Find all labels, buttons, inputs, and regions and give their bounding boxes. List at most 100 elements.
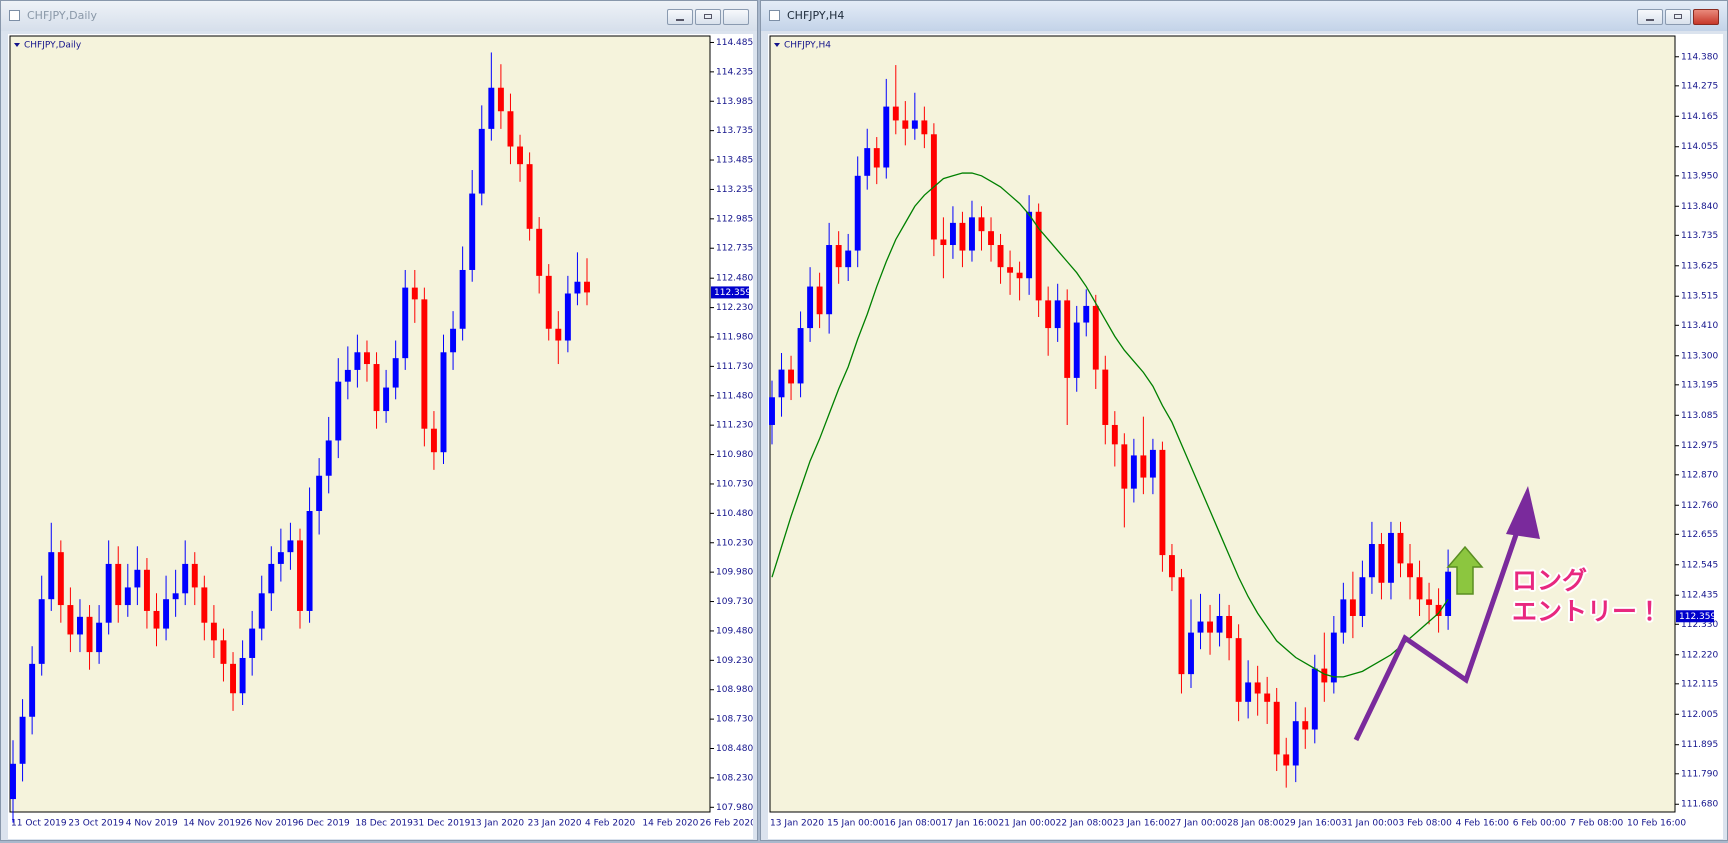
window: CHFJPY,Daily CHFJPY,Daily 114.485 114.235… [0,0,758,841]
candle-body [1188,632,1194,675]
x-tick-label: 27 Jan 00:00 [1170,819,1227,829]
candle-body [507,111,514,147]
candle-body [450,328,457,353]
maximize-button[interactable] [1665,9,1691,25]
plot-area [9,35,711,813]
candle-body [172,593,179,600]
candle-body [574,281,581,294]
minimize-button[interactable] [1637,9,1663,25]
candle-body [969,217,975,251]
y-tick-label: 112.870 [1681,470,1718,480]
candle-body [344,369,351,382]
candle-body [1359,577,1366,616]
candle-body [1254,682,1261,694]
candle-body [1083,305,1090,323]
candle-body [469,193,476,270]
candle-body [1426,599,1433,605]
x-tick-label: 3 Feb 08:00 [1398,819,1452,829]
y-tick-label: 114.485 [716,38,753,48]
x-tick-label: 10 Feb 16:00 [1627,819,1686,829]
y-tick-label: 113.985 [716,97,753,107]
candle-body [1302,721,1309,730]
current-price-label: 112.359 [714,288,751,298]
candle-body [959,222,966,251]
trend-arrow-head [1506,486,1540,539]
y-tick-label: 108.480 [716,744,753,754]
candle-body [421,299,428,429]
candle-body [153,610,160,629]
candle-body [430,428,437,453]
x-tick-label: 22 Jan 08:00 [1056,819,1113,829]
menu-triangle[interactable] [774,43,780,47]
x-tick-label: 4 Feb 16:00 [1456,819,1510,829]
y-tick-label: 113.485 [716,156,753,166]
close-button[interactable] [723,9,749,25]
y-tick-label: 112.330 [1681,620,1718,630]
candle-body [497,87,504,112]
x-tick-label: 7 Feb 08:00 [1570,819,1624,829]
candle-body [105,563,112,623]
chart-layer: 114.380 114.275 114.165 114.055 113.950 113.8… [769,52,1718,829]
y-tick-label: 112.435 [1681,591,1718,601]
candle-body [1435,604,1442,616]
y-tick-label: 110.980 [716,450,753,460]
y-tick-label: 111.480 [716,391,753,401]
candle-body [1102,369,1109,425]
candle-body [555,328,562,341]
candle-body [883,106,890,168]
minimize-button[interactable] [667,9,693,25]
trend-arrow [1353,525,1522,742]
maximize-button[interactable] [695,9,721,25]
candle-body [1111,424,1118,445]
x-tick-label: 14 Nov 2019 [183,819,241,829]
candle-body [778,369,785,398]
candle-body [769,397,775,425]
x-tick-label: 31 Dec 2019 [413,819,471,829]
candle-body [1368,544,1375,578]
candle-body [1397,532,1404,564]
candle-body [1130,455,1137,489]
y-tick-label: 114.055 [1681,142,1718,152]
candle-body [402,287,409,359]
candle-body [921,120,928,135]
candle-body [902,120,909,129]
x-tick-label: 6 Feb 00:00 [1513,819,1567,829]
x-tick-label: 4 Feb 2020 [585,819,636,829]
close-button[interactable] [1693,9,1719,25]
candle-body [1035,211,1042,301]
y-tick-label: 112.115 [1681,679,1718,689]
candle-body [788,369,794,384]
candle-body [48,552,55,600]
candle-body [325,440,332,476]
y-tick-label: 113.085 [1681,411,1718,421]
candle-body [1178,577,1185,675]
y-tick-label: 111.680 [1681,800,1718,810]
candle-body [210,622,217,641]
y-tick-label: 109.230 [716,656,753,666]
candle-body [364,352,370,365]
x-tick-label: 6 Dec 2019 [298,819,350,829]
candle-body [816,286,823,315]
candle-body [86,616,93,653]
candle-body [835,245,842,268]
y-tick-label: 113.235 [716,185,753,195]
moving-average [771,172,1449,678]
candle-body [1416,577,1423,600]
menu-triangle[interactable] [14,43,20,47]
candle-body [392,358,399,388]
x-tick-label: 4 Nov 2019 [126,819,178,829]
y-tick-label: 110.480 [716,509,753,519]
candle-body [249,628,256,658]
y-tick-label: 111.895 [1681,740,1718,750]
candle-body [316,475,323,512]
candle-body [19,716,26,764]
chart-layer: 114.485 114.235 113.985 113.735 113.485 113.2… [10,38,753,829]
candle-body [38,599,45,664]
candle-body [845,250,852,268]
candle-body [988,231,994,246]
candle-body [1321,668,1328,683]
candle-body [29,663,36,717]
y-tick-label: 114.165 [1681,112,1718,122]
y-tick-label: 109.480 [716,626,753,636]
